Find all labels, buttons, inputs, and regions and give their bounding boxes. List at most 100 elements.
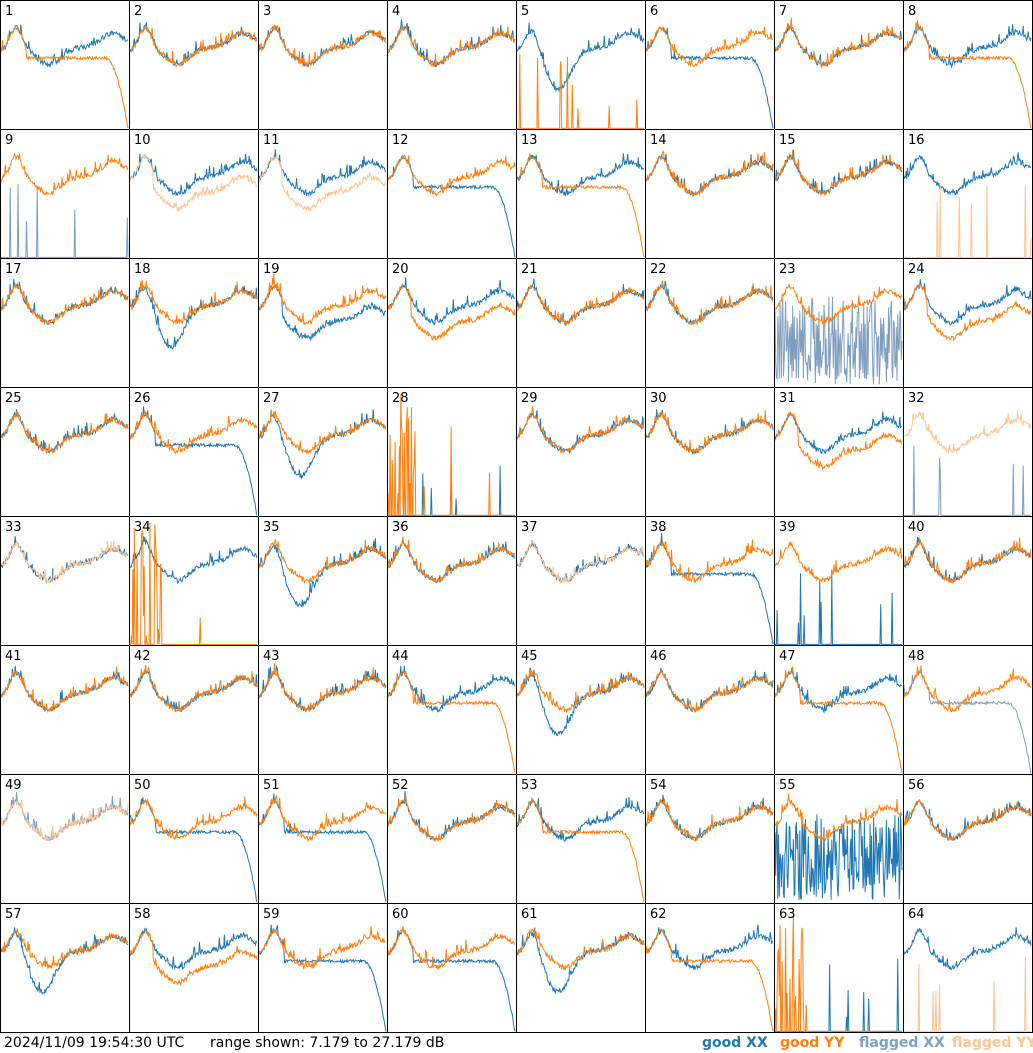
panel-13: 13	[516, 129, 646, 259]
panel-48-xx-line	[903, 671, 1032, 774]
panel-37-yy-line	[516, 540, 645, 584]
panel-58-label: 58	[134, 907, 151, 922]
panel-12-yy-line	[387, 154, 516, 198]
panel-11-label: 11	[263, 133, 280, 148]
panel-52-yy-line	[387, 793, 516, 842]
panel-8: 8	[903, 0, 1033, 130]
panel-18-xx-line	[129, 285, 258, 350]
panel-4-frame	[387, 0, 517, 130]
panel-45-yy-line	[516, 667, 645, 714]
panel-52-xx-line	[387, 791, 516, 843]
panel-50-label: 50	[134, 778, 151, 793]
panel-2-xx-line	[129, 22, 258, 67]
panel-17-frame	[0, 258, 130, 388]
panel-54-yy-line	[645, 798, 774, 842]
panel-47: 47	[774, 645, 904, 775]
panel-12-xx-line	[387, 154, 516, 258]
panel-61-frame	[516, 903, 646, 1033]
panel-15: 15	[774, 129, 904, 259]
panel-42-label: 42	[134, 649, 151, 664]
panel-44: 44	[387, 645, 517, 775]
panel-55-xx-line	[774, 814, 903, 900]
panel-64: 64	[903, 903, 1033, 1033]
panel-3-yy-line	[258, 23, 387, 67]
legend-good-yy-pol: YY	[824, 1035, 845, 1051]
panel-22: 22	[645, 258, 775, 388]
panel-19-xx-line	[258, 284, 387, 342]
panel-29-frame	[516, 387, 646, 517]
panel-47-yy-line	[774, 666, 903, 774]
panel-4-yy-line	[387, 25, 516, 68]
panel-9: 9	[0, 129, 130, 259]
panel-11-frame	[258, 129, 388, 259]
panel-46-xx-line	[645, 668, 774, 713]
panel-28-label: 28	[392, 391, 409, 406]
panel-57: 57	[0, 903, 130, 1033]
panel-1-frame	[0, 0, 130, 130]
panel-10-xx-line	[129, 153, 258, 197]
panel-24-frame	[903, 258, 1033, 388]
panel-16-frame	[903, 129, 1033, 259]
panel-47-frame	[774, 645, 904, 775]
panel-4-label: 4	[392, 4, 400, 19]
panel-19: 19	[258, 258, 388, 388]
panel-38-label: 38	[650, 520, 667, 535]
panel-9-yy-line	[0, 153, 129, 196]
panel-51: 51	[258, 774, 388, 904]
panel-30-yy-line	[645, 410, 774, 454]
panel-63-label: 63	[779, 907, 796, 922]
panel-19-frame	[258, 258, 388, 388]
panel-62-xx-line	[645, 924, 774, 971]
panel-60-frame	[387, 903, 517, 1033]
panel-16: 16	[903, 129, 1033, 259]
panel-61-xx-line	[516, 927, 645, 995]
panel-31-xx-line	[774, 411, 903, 455]
range-label: range shown: 7.179 to 27.179 dB	[210, 1035, 445, 1051]
panel-32-yy-line	[903, 410, 1032, 454]
panel-47-label: 47	[779, 649, 796, 664]
panel-16-yy-line	[904, 184, 1032, 258]
panel-8-yy-line	[903, 20, 1032, 129]
panel-48: 48	[903, 645, 1033, 775]
panel-14-label: 14	[650, 133, 667, 148]
panel-60-xx-line	[387, 928, 516, 1032]
panel-43-xx-line	[258, 664, 387, 713]
panel-7-yy-line	[774, 17, 903, 69]
panel-61: 61	[516, 903, 646, 1033]
panel-40-frame	[903, 516, 1033, 646]
panel-56: 56	[903, 774, 1033, 904]
panel-6-label: 6	[650, 4, 658, 19]
panel-35-frame	[258, 516, 388, 646]
panel-63-yy-line	[774, 915, 902, 1032]
panel-17: 17	[0, 258, 130, 388]
panel-24-yy-line	[903, 284, 1032, 342]
panel-28: 28	[387, 387, 517, 517]
panel-27-yy-line	[258, 410, 387, 455]
panel-48-yy-line	[903, 665, 1032, 713]
panel-41: 41	[0, 645, 130, 775]
panel-44-yy-line	[387, 668, 516, 774]
panel-47-xx-line	[774, 667, 903, 714]
panel-6-yy-line	[645, 26, 774, 68]
legend-good-xx: good XX	[702, 1034, 768, 1053]
panel-51-xx-line	[258, 793, 387, 903]
panel-42: 42	[129, 645, 259, 775]
panel-29: 29	[516, 387, 646, 517]
panel-53-xx-line	[516, 797, 645, 842]
panel-43-yy-line	[258, 662, 387, 713]
panel-58-frame	[129, 903, 259, 1033]
panel-52-frame	[387, 774, 517, 904]
panel-3: 3	[258, 0, 388, 130]
panel-24: 24	[903, 258, 1033, 388]
panel-7-label: 7	[779, 4, 787, 19]
panel-8-xx-line	[903, 22, 1032, 69]
panel-49-frame	[0, 774, 130, 904]
panel-15-frame	[774, 129, 904, 259]
panel-36: 36	[387, 516, 517, 646]
panel-60-yy-line	[387, 926, 516, 970]
panel-57-yy-line	[0, 928, 129, 969]
panel-51-frame	[258, 774, 388, 904]
panel-49-label: 49	[5, 778, 22, 793]
panel-41-label: 41	[5, 649, 22, 664]
panel-58-yy-line	[129, 927, 258, 986]
